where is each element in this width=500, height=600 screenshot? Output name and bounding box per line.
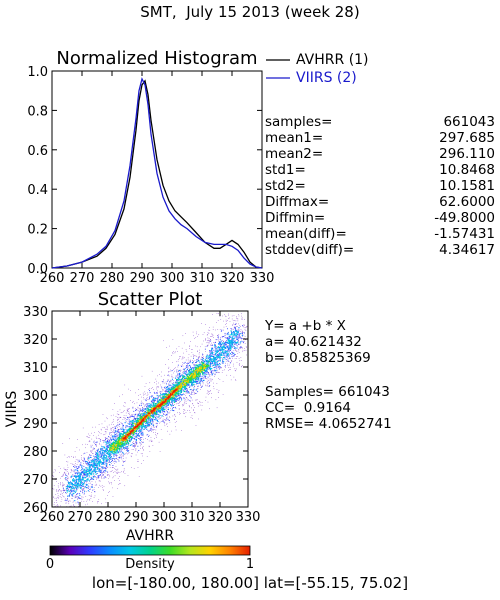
stat-row: mean1= 297.685 bbox=[265, 130, 495, 146]
scatter-xtick-label: 260 bbox=[40, 510, 65, 525]
fit-line bbox=[265, 366, 495, 384]
scatter-title: Scatter Plot bbox=[98, 289, 203, 310]
scatter-ytick-label: 330 bbox=[23, 305, 48, 320]
stat-label: mean(diff)= bbox=[265, 226, 347, 242]
stat-label: std2= bbox=[265, 178, 306, 194]
scatter-ytick-label: 260 bbox=[23, 501, 48, 516]
colorbar-min-label: 0 bbox=[46, 557, 54, 572]
histogram-ytick-label: 0.2 bbox=[27, 223, 48, 238]
scatter-ytick-label: 280 bbox=[23, 445, 48, 460]
fit-line: Samples= 661043 bbox=[265, 384, 390, 400]
histogram-xtick-label: 260 bbox=[40, 271, 65, 286]
scatter-xtick-label: 320 bbox=[208, 510, 233, 525]
histogram-xtick-label: 290 bbox=[130, 271, 155, 286]
stat-label: samples= bbox=[265, 114, 333, 130]
viirs-series-line bbox=[51, 77, 263, 269]
stat-row: mean2= 296.110 bbox=[265, 146, 495, 162]
histogram-xtick-label: 310 bbox=[190, 271, 215, 286]
stat-row: Diffmax= 62.6000 bbox=[265, 194, 495, 210]
histogram-ytick-label: 0.8 bbox=[27, 104, 48, 119]
histogram-ytick-label: 0.4 bbox=[27, 183, 48, 198]
scatter-ylabel: VIIRS bbox=[4, 391, 20, 428]
scatter-ytick-label: 270 bbox=[23, 473, 48, 488]
stat-row: mean(diff)= -1.57431 bbox=[265, 226, 495, 242]
stat-value: 297.685 bbox=[439, 130, 495, 146]
stat-value: 10.1581 bbox=[439, 178, 495, 194]
scatter-xtick-label: 310 bbox=[180, 510, 205, 525]
stat-row: Diffmin= -49.8000 bbox=[265, 210, 495, 226]
fit-line: Y= a +b * X bbox=[265, 318, 346, 334]
fit-line: CC= 0.9164 bbox=[265, 400, 351, 416]
stat-value: 661043 bbox=[443, 114, 495, 130]
scatter-frame bbox=[51, 310, 249, 508]
stats-block: samples= 661043 mean1= 297.685 mean2= 296.110… bbox=[265, 114, 495, 258]
scatter-xlabel: AVHRR bbox=[126, 528, 175, 544]
histogram-xtick-label: 270 bbox=[70, 271, 95, 286]
histogram-xtick-label: 280 bbox=[100, 271, 125, 286]
avhrr-series-line bbox=[51, 79, 263, 269]
scatter-density-cloud bbox=[52, 313, 249, 508]
histogram-ytick-label: 0.6 bbox=[27, 144, 48, 159]
stat-value: 4.34617 bbox=[439, 242, 495, 258]
histogram-ytick-label: 0.0 bbox=[27, 262, 48, 277]
scatter-ytick-label: 310 bbox=[23, 361, 48, 376]
stat-value: -1.57431 bbox=[434, 226, 495, 242]
stat-label: std1= bbox=[265, 162, 306, 178]
scatter-xtick-label: 270 bbox=[68, 510, 93, 525]
fit-line: RMSE= 4.0652741 bbox=[265, 416, 392, 432]
colorbar-max-label: 1 bbox=[246, 557, 254, 572]
stat-label: Diffmin= bbox=[265, 210, 326, 226]
scatter-ytick-label: 290 bbox=[23, 417, 48, 432]
fit-line: b= 0.85825369 bbox=[265, 350, 371, 366]
stat-label: stddev(diff)= bbox=[265, 242, 355, 258]
legend-entry: VIIRS (2) bbox=[296, 70, 357, 86]
stat-label: mean2= bbox=[265, 146, 324, 162]
stat-row: samples= 661043 bbox=[265, 114, 495, 130]
histogram-xtick-label: 330 bbox=[250, 271, 275, 286]
scatter-xtick-label: 280 bbox=[96, 510, 121, 525]
histogram-xtick-label: 300 bbox=[160, 271, 185, 286]
histogram-title: Normalized Histogram bbox=[56, 48, 257, 69]
legend-entry: AVHRR (1) bbox=[296, 52, 369, 68]
scatter-xtick-label: 330 bbox=[236, 510, 261, 525]
colorbar bbox=[49, 545, 251, 556]
stat-value: -49.8000 bbox=[434, 210, 495, 226]
scatter-ytick-label: 300 bbox=[23, 389, 48, 404]
stat-row: std2= 10.1581 bbox=[265, 178, 495, 194]
stat-label: mean1= bbox=[265, 130, 324, 146]
stat-value: 10.8468 bbox=[439, 162, 495, 178]
stat-value: 62.6000 bbox=[439, 194, 495, 210]
scatter-ytick-label: 320 bbox=[23, 333, 48, 348]
scatter-xtick-label: 300 bbox=[152, 510, 177, 525]
histogram-xtick-label: 320 bbox=[220, 271, 245, 286]
stat-value: 296.110 bbox=[439, 146, 495, 162]
fit-line: a= 40.621432 bbox=[265, 334, 362, 350]
stat-row: stddev(diff)= 4.34617 bbox=[265, 242, 495, 258]
histogram-frame bbox=[51, 70, 263, 269]
stat-label: Diffmax= bbox=[265, 194, 330, 210]
lat-lon-range: lon=[-180.00, 180.00] lat=[-55.15, 75.02… bbox=[91, 574, 409, 592]
scatter-xtick-label: 290 bbox=[124, 510, 149, 525]
histogram-ytick-label: 1.0 bbox=[27, 65, 48, 80]
colorbar-label: Density bbox=[125, 557, 175, 572]
page-title: SMT, July 15 2013 (week 28) bbox=[140, 3, 360, 21]
stat-row: std1= 10.8468 bbox=[265, 162, 495, 178]
